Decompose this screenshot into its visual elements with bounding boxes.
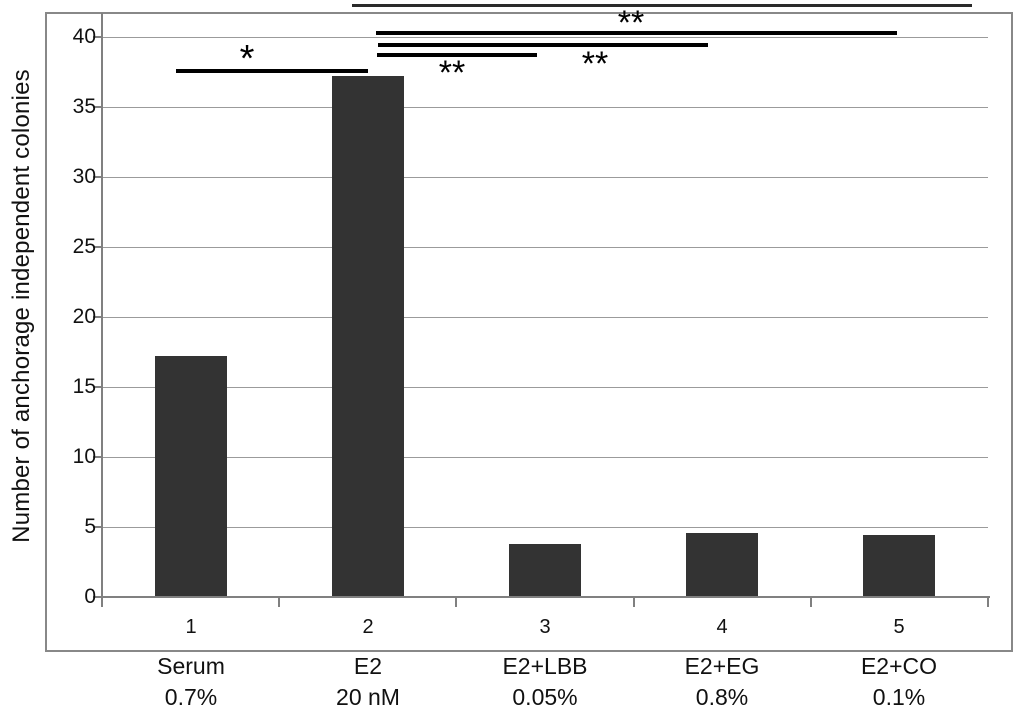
y-tick-label-35: 35	[72, 95, 96, 118]
significance-line-2-4	[378, 43, 708, 47]
x-tick-label-3: 3	[539, 616, 551, 638]
category-name: Serum	[157, 653, 225, 679]
category-label-E2+LBB: E2+LBB 0.05%	[475, 651, 615, 711]
figure-border	[45, 12, 1013, 652]
x-tick-mark-5	[987, 598, 989, 607]
x-tick-label-5: 5	[893, 616, 905, 638]
bar-Serum	[155, 356, 227, 597]
y-tick-label-5: 5	[84, 515, 96, 538]
x-tick-mark-4	[810, 598, 812, 607]
gridline-10	[102, 457, 988, 458]
y-tick-mark-30	[93, 176, 102, 178]
significance-label-2-3: **	[438, 54, 466, 92]
category-dose: 0.8%	[695, 684, 749, 710]
category-label-Serum: Serum 0.7%	[121, 651, 261, 711]
category-dose: 0.05%	[512, 684, 578, 710]
category-name: E2+CO	[860, 653, 938, 679]
y-tick-label-15: 15	[72, 375, 96, 398]
category-label-E2+CO: E2+CO 0.1%	[829, 651, 969, 711]
y-axis-line	[101, 13, 103, 607]
significance-label-2-4: **	[581, 45, 609, 83]
bar-E2+EG	[686, 533, 758, 597]
category-dose: 0.1%	[872, 684, 926, 710]
x-axis-line	[101, 596, 990, 598]
x-tick-mark-2	[455, 598, 457, 607]
x-tick-mark-1	[278, 598, 280, 607]
bar-E2+LBB	[509, 544, 581, 597]
y-tick-label-40: 40	[72, 25, 96, 48]
gridline-30	[102, 177, 988, 178]
y-tick-label-20: 20	[72, 305, 96, 328]
y-tick-label-0: 0	[84, 585, 96, 608]
gridline-15	[102, 387, 988, 388]
category-label-E2+EG: E2+EG 0.8%	[652, 651, 792, 711]
significance-label-1-2: *	[239, 38, 255, 80]
top-rule-line	[352, 4, 972, 7]
y-axis-title: Number of anchorage independent colonies	[8, 69, 35, 543]
category-dose: 20 nM	[336, 684, 400, 710]
y-tick-mark-35	[93, 106, 102, 108]
category-dose: 0.7%	[164, 684, 218, 710]
x-tick-label-2: 2	[362, 616, 374, 638]
y-tick-mark-5	[93, 526, 102, 528]
bar-E2+CO	[863, 535, 935, 597]
y-tick-mark-20	[93, 316, 102, 318]
gridline-40	[102, 37, 988, 38]
y-tick-label-10: 10	[72, 445, 96, 468]
category-name: E2+EG	[684, 653, 760, 679]
significance-line-1-2	[176, 69, 368, 73]
gridline-35	[102, 107, 988, 108]
x-tick-mark-3	[633, 598, 635, 607]
category-label-E2: E2 20 nM	[298, 651, 438, 711]
bar-E2	[332, 76, 404, 597]
y-tick-mark-15	[93, 386, 102, 388]
y-tick-label-25: 25	[72, 235, 96, 258]
category-name: E2	[353, 653, 383, 679]
y-tick-mark-0	[93, 596, 102, 598]
gridline-20	[102, 317, 988, 318]
category-name: E2+LBB	[502, 653, 588, 679]
significance-label-2-5: **	[617, 4, 645, 42]
y-tick-mark-10	[93, 456, 102, 458]
gridline-25	[102, 247, 988, 248]
gridline-5	[102, 527, 988, 528]
significance-line-2-3	[377, 53, 537, 57]
significance-line-2-5	[376, 31, 897, 35]
x-tick-label-1: 1	[185, 616, 197, 638]
y-tick-label-30: 30	[72, 165, 96, 188]
x-tick-label-4: 4	[716, 616, 728, 638]
y-tick-mark-40	[93, 36, 102, 38]
y-tick-mark-25	[93, 246, 102, 248]
